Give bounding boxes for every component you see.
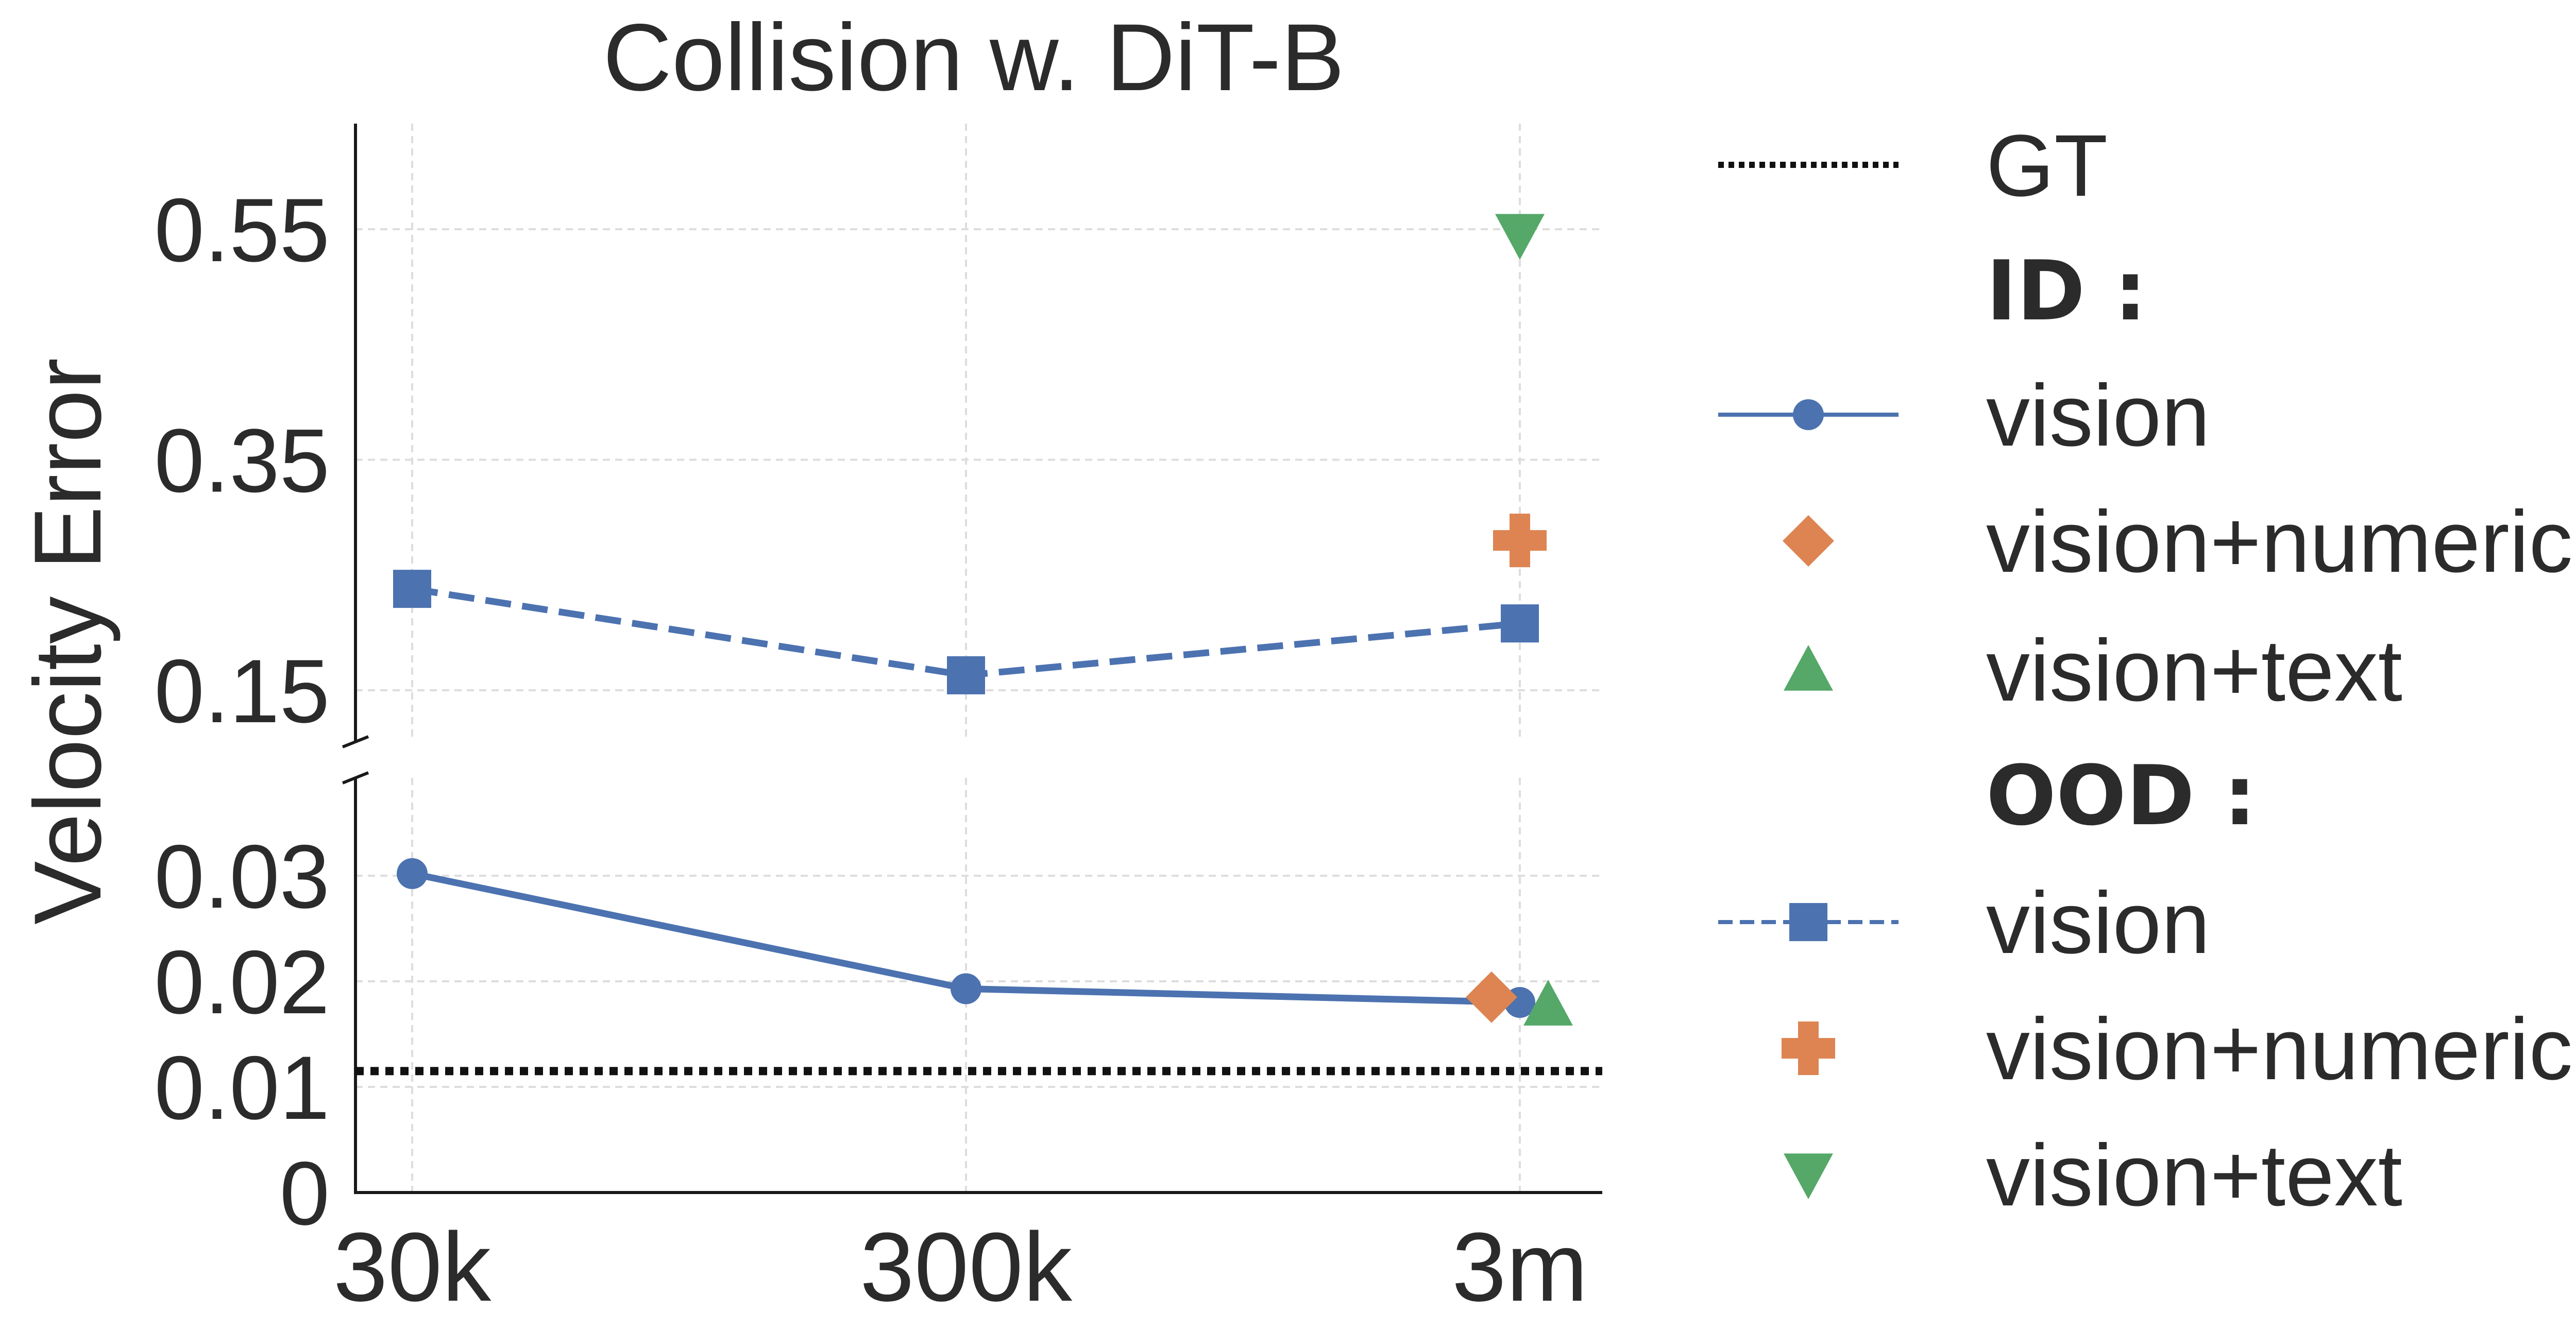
legend-marker-ood_numeric <box>1782 1021 1835 1075</box>
legend-label-id_numeric: vision+numeric <box>1986 493 2573 591</box>
data-point-ood_numeric <box>1493 514 1547 568</box>
legend-label-ood_numeric: vision+numeric <box>1986 1000 2573 1098</box>
chart-title: Collision w. DiT-B <box>603 5 1344 111</box>
y-tick-label: 0.35 <box>154 411 330 512</box>
legend-marker-id_text <box>1784 645 1833 691</box>
y-tick-label: 0.15 <box>154 641 330 742</box>
x-tick-label: 300k <box>860 1213 1073 1322</box>
y-tick-label: 0.01 <box>154 1038 330 1138</box>
legend-heading-id: ID : <box>1986 243 2147 339</box>
data-point-ood_text <box>1495 214 1545 260</box>
data-point-id_vision <box>951 973 981 1004</box>
x-tick-label: 3m <box>1452 1213 1588 1322</box>
y-axis-label: Velocity Error <box>15 358 121 925</box>
legend-label-gt: GT <box>1986 117 2108 215</box>
data-point-id_text <box>1523 980 1573 1026</box>
legend-marker-id_vision <box>1793 399 1824 430</box>
axis-break-mark <box>342 771 369 785</box>
y-tick-label: 0.02 <box>154 932 330 1033</box>
legend-label-id_vision: vision <box>1986 367 2210 465</box>
legend-label-ood_text: vision+text <box>1986 1127 2402 1224</box>
legend-marker-id_numeric <box>1783 515 1834 567</box>
y-tick-label: 0.55 <box>154 180 330 281</box>
legend-heading-ood: OOD : <box>1986 747 2257 844</box>
legend-label-ood_vision: vision <box>1986 874 2210 972</box>
legend-marker-ood_text <box>1784 1153 1833 1199</box>
x-tick-label: 30k <box>333 1213 492 1322</box>
axis-break-mark <box>342 735 369 748</box>
y-tick-label: 0.03 <box>154 827 330 927</box>
data-point-id_vision <box>397 858 428 889</box>
data-point-id_numeric <box>1466 971 1517 1023</box>
plot-layer: 0.15 0.35 0.55 00.010.020.03 30k 300k 3m <box>154 124 1602 1322</box>
legend-label-id_text: vision+text <box>1986 622 2402 720</box>
legend: GT ID : OOD : vision vision+numeric vision+te… <box>1718 117 2573 1224</box>
data-point-ood_vision <box>393 570 431 608</box>
legend-marker-ood_vision <box>1789 903 1827 941</box>
data-point-ood_vision <box>1501 604 1539 643</box>
y-tick-label: 0 <box>280 1144 330 1244</box>
data-point-ood_vision <box>947 656 985 694</box>
